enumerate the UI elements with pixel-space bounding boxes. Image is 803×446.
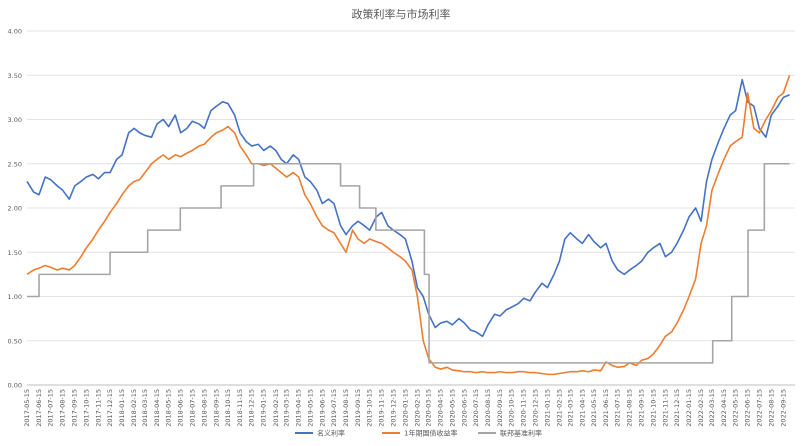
x-tick-label: 2018-05-15 (165, 389, 173, 427)
y-tick-label: 3.00 (8, 116, 22, 124)
legend-label-1: 1年期国债收益率 (404, 429, 457, 438)
x-tick-label: 2017-08-15 (59, 389, 67, 427)
x-tick-label: 2019-01-15 (260, 389, 268, 427)
x-tick-label: 2022-07-15 (755, 389, 763, 427)
x-tick-label: 2019-06-15 (318, 389, 326, 427)
legend: 名义利率 1年期国债收益率 联邦基准利率 (295, 429, 542, 438)
x-tick-label: 2018-07-15 (188, 389, 196, 427)
x-tick-label: 2022-05-15 (732, 389, 740, 427)
y-axis: 0.00 0.50 1.00 1.50 2.00 2.50 3.00 3.50 4.00 (8, 28, 22, 390)
x-tick-label: 2018-03-15 (141, 389, 149, 427)
y-tick-label: 2.50 (8, 160, 22, 168)
x-tick-label: 2020-12-15 (531, 389, 539, 427)
gridlines (27, 30, 795, 386)
y-tick-label: 4.00 (8, 28, 22, 36)
x-tick-label: 2021-05-15 (590, 389, 598, 427)
x-tick-label: 2017-07-15 (47, 389, 55, 427)
x-tick-label: 2018-04-15 (153, 389, 161, 427)
x-axis: 2017-05-15 2017-06-15 2017-07-15 2017-08-15… (23, 384, 795, 427)
series-line-2 (27, 162, 790, 364)
x-tick-label: 2022-04-15 (720, 389, 728, 427)
x-tick-label: 2017-05-15 (23, 389, 31, 427)
x-tick-label: 2022-08-15 (767, 389, 775, 427)
x-tick-label: 2018-12-15 (248, 389, 256, 427)
x-tick-label: 2018-06-15 (177, 389, 185, 427)
x-tick-label: 2020-08-15 (484, 389, 492, 427)
legend-label-2: 联邦基准利率 (500, 429, 542, 438)
x-tick-label: 2017-06-15 (35, 389, 43, 427)
x-tick-label: 2019-02-15 (272, 389, 280, 427)
x-tick-label: 2022-09-15 (779, 389, 787, 427)
x-tick-label: 2019-09-15 (354, 389, 362, 427)
x-tick-label: 2017-11-15 (94, 389, 102, 427)
x-tick-label: 2021-07-15 (614, 389, 622, 427)
x-tick-label: 2017-09-15 (71, 389, 79, 427)
y-tick-label: 1.50 (8, 249, 22, 257)
x-tick-label: 2020-04-15 (437, 389, 445, 427)
x-tick-label: 2020-05-15 (448, 389, 456, 427)
x-tick-label: 2017-12-15 (106, 389, 114, 427)
x-tick-label: 2022-01-15 (685, 389, 693, 427)
x-tick-label: 2022-02-15 (697, 389, 705, 427)
y-tick-label: 1.00 (8, 293, 22, 301)
x-tick-label: 2019-10-15 (366, 389, 374, 427)
x-tick-label: 2020-01-15 (401, 389, 409, 427)
x-tick-label: 2021-10-15 (649, 389, 657, 427)
x-tick-label: 2021-04-15 (578, 389, 586, 427)
x-tick-label: 2021-09-15 (638, 389, 646, 427)
x-tick-label: 2018-11-15 (236, 389, 244, 427)
y-tick-label: 2.00 (8, 205, 22, 213)
x-tick-label: 2020-09-15 (496, 389, 504, 427)
x-tick-label: 2020-06-15 (460, 389, 468, 427)
x-tick-label: 2020-03-15 (425, 389, 433, 427)
x-tick-label: 2019-11-15 (378, 389, 386, 427)
x-tick-label: 2019-05-15 (306, 389, 314, 427)
series-line-0 (26, 78, 790, 338)
x-tick-label: 2019-03-15 (283, 389, 291, 427)
y-tick-label: 3.50 (8, 72, 22, 80)
x-tick-label: 2019-07-15 (330, 389, 338, 427)
x-tick-label: 2018-10-15 (224, 389, 232, 427)
chart-title: 政策利率与市场利率 (352, 7, 451, 21)
x-tick-label: 2021-01-15 (543, 389, 551, 427)
legend-label-0: 名义利率 (317, 429, 345, 438)
y-tick-label: 0.00 (8, 382, 22, 390)
x-tick-label: 2018-09-15 (212, 389, 220, 427)
series-lines (26, 74, 791, 376)
x-tick-label: 2021-11-15 (661, 389, 669, 427)
x-tick-label: 2018-08-15 (200, 389, 208, 427)
x-tick-label: 2022-03-15 (708, 389, 716, 427)
x-tick-label: 2020-11-15 (520, 389, 528, 427)
series-line-1 (26, 74, 791, 376)
x-tick-label: 2018-01-15 (118, 389, 126, 427)
x-tick-label: 2017-10-15 (82, 389, 90, 427)
x-tick-label: 2021-02-15 (555, 389, 563, 427)
y-tick-label: 0.50 (8, 337, 22, 345)
x-tick-label: 2021-03-15 (566, 389, 574, 427)
x-tick-label: 2019-08-15 (342, 389, 350, 427)
x-tick-label: 2020-07-15 (472, 389, 480, 427)
x-tick-label: 2021-06-15 (602, 389, 610, 427)
x-tick-label: 2020-02-15 (413, 389, 421, 427)
x-tick-label: 2021-08-15 (626, 389, 634, 427)
x-tick-label: 2021-12-15 (673, 389, 681, 427)
x-tick-label: 2019-12-15 (389, 389, 397, 427)
x-tick-label: 2019-04-15 (295, 389, 303, 427)
x-tick-label: 2020-10-15 (508, 389, 516, 427)
x-tick-label: 2018-02-15 (130, 389, 138, 427)
x-tick-label: 2022-06-15 (744, 389, 752, 427)
